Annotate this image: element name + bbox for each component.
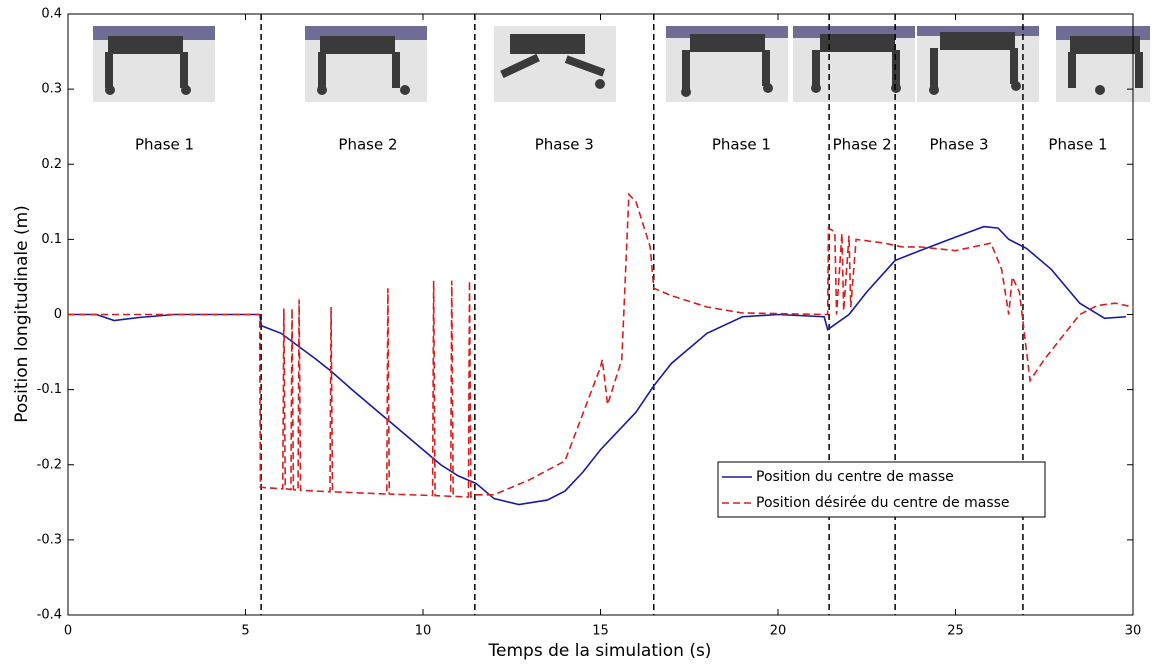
x-tick-label: 25 [947, 624, 964, 639]
phase-label: Phase 1 [712, 136, 771, 154]
x-tick-label: 15 [592, 624, 609, 639]
x-tick-label: 10 [415, 624, 432, 639]
y-tick-label: -0.1 [37, 382, 62, 397]
y-tick-label: -0.4 [37, 608, 62, 623]
phase-label: Phase 3 [929, 136, 988, 154]
y-tick-label: -0.3 [37, 532, 62, 547]
phase-label: Phase 1 [1048, 136, 1107, 154]
x-axis-title: Temps de la simulation (s) [488, 641, 712, 661]
legend-label: Position du centre de masse [756, 469, 954, 485]
robot-thumbnail [494, 26, 616, 102]
robot-thumbnail [1056, 26, 1150, 102]
y-axis-title: Position longitudinale (m) [12, 205, 32, 423]
legend-label: Position désirée du centre de masse [756, 495, 1010, 511]
robot-thumbnail [93, 26, 215, 102]
phase-label: Phase 2 [338, 136, 397, 154]
robot-thumbnail [793, 26, 915, 102]
x-tick-label: 30 [1125, 624, 1142, 639]
series-line [68, 192, 1134, 499]
y-tick-label: 0.1 [41, 232, 62, 247]
legend-box [717, 461, 1046, 518]
phase-label: Phase 2 [833, 136, 892, 154]
robot-thumbnail [305, 26, 427, 102]
y-tick-label: 0.3 [41, 82, 62, 97]
x-tick-label: 5 [241, 624, 249, 639]
phase-label: Phase 1 [135, 136, 194, 154]
y-tick-label: 0.4 [41, 7, 62, 22]
x-tick-label: 20 [770, 624, 787, 639]
phase-label: Phase 3 [535, 136, 594, 154]
y-tick-label: 0.2 [41, 157, 62, 172]
robot-thumbnail [917, 26, 1039, 102]
legend: Position du centre de masse Position dési… [717, 461, 1046, 518]
series-line [68, 225, 1126, 506]
robot-thumbnail [666, 26, 788, 102]
y-tick-label: -0.2 [37, 457, 62, 472]
x-tick-label: 0 [64, 624, 72, 639]
robot-thumbnails [93, 26, 1150, 102]
y-tick-label: 0 [54, 307, 62, 322]
